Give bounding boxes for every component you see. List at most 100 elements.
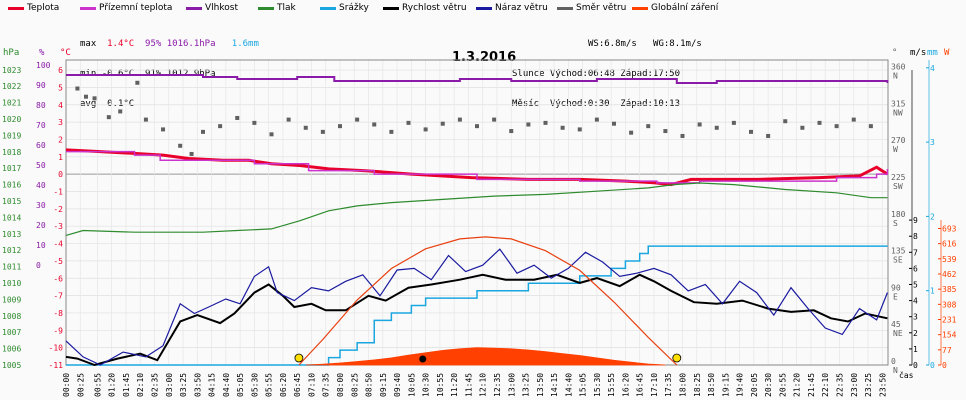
humidity-tick-label: 100 <box>36 61 51 70</box>
legend-item-naraz-vetru[interactable]: Náraz větru <box>476 3 548 13</box>
pressure-tick-label: 1014 <box>2 213 21 222</box>
wind-direction-point <box>543 120 548 125</box>
series-teplota-line <box>65 148 889 187</box>
legend-item-rychlost-vetru[interactable]: Rychlost větru <box>383 3 467 13</box>
legend-item-globalni-zareni[interactable]: Globální záření <box>632 3 718 13</box>
x-tick-label: 15:05 <box>579 373 588 397</box>
rain-axis-unit: mm <box>927 48 938 58</box>
radiation-tick-label: 0 <box>942 361 947 370</box>
x-tick-label: 17:10 <box>650 373 659 397</box>
pressure-tick-label: 1007 <box>2 328 21 337</box>
wind-direction-point <box>834 124 839 129</box>
wind-tick-label: 9 <box>913 216 918 225</box>
temperature-tick-label: -2 <box>53 205 63 214</box>
humidity-tick-label: 40 <box>36 181 46 190</box>
wind-direction-point <box>372 122 377 127</box>
max-press: 1016.1hPa <box>166 39 216 49</box>
legend-swatch <box>186 6 202 10</box>
temperature-tick-label: -1 <box>53 188 63 197</box>
x-tick-label: 02:10 <box>136 373 145 397</box>
temperature-tick-label: 4 <box>58 101 63 110</box>
wind-direction-point <box>663 129 668 134</box>
humidity-tick-label: 0 <box>36 261 41 270</box>
humidity-tick-label: 10 <box>36 241 46 250</box>
radiation-tick-label: 231 <box>942 315 957 324</box>
wind-direction-point <box>218 124 223 129</box>
wind-direction-point <box>303 125 308 130</box>
x-tick-label: 03:00 <box>165 373 174 397</box>
direction-tick-label: 135 <box>891 247 906 256</box>
radiation-tick-label: 154 <box>942 331 957 340</box>
max-hum: 95% <box>145 39 162 49</box>
legend-item-teplota[interactable]: Teplota <box>8 3 59 13</box>
wind-direction-point <box>161 127 166 132</box>
humidity-tick-label: 80 <box>36 101 46 110</box>
humidity-axis-unit: % <box>39 48 45 58</box>
x-tick-label: 06:45 <box>293 373 302 397</box>
pressure-tick-label: 1021 <box>2 99 21 108</box>
pressure-tick-label: 1020 <box>2 115 21 124</box>
legend-item-tlak[interactable]: Tlak <box>258 3 296 13</box>
rain-tick-label: 4 <box>930 64 935 73</box>
wind-direction-point <box>252 120 257 125</box>
wind-direction-point <box>629 130 634 135</box>
wind-direction-point <box>106 115 111 120</box>
wind-direction-point <box>612 121 616 126</box>
legend-item-vlhkost[interactable]: Vlhkost <box>186 3 238 13</box>
temperature-tick-label: -5 <box>53 257 63 266</box>
moonset-value: Západ:10:13 <box>620 99 680 109</box>
plot-frame <box>65 59 889 366</box>
wind-tick-label: 3 <box>913 313 918 322</box>
wind-tick-label: 0 <box>913 361 918 370</box>
x-tick-label: 23:25 <box>864 373 873 397</box>
pressure-tick-label: 1015 <box>2 197 21 206</box>
wind-direction-point <box>731 120 736 125</box>
legend-item-srazky[interactable]: Srážky <box>320 3 369 13</box>
pressure-tick-label: 1010 <box>2 279 21 288</box>
legend-swatch <box>8 6 24 10</box>
x-tick-label: 14:40 <box>564 373 573 397</box>
avg-temp: 0.1°C <box>107 99 135 109</box>
direction-compass-label: N <box>893 72 898 81</box>
wind-direction-point <box>235 115 240 120</box>
direction-compass-label: E <box>893 292 898 301</box>
wind-axis-unit: m/s <box>910 48 927 58</box>
legend-label: Vlhkost <box>205 3 238 13</box>
wind-direction-point <box>509 129 514 134</box>
x-tick-label: 20:30 <box>764 373 773 397</box>
x-tick-label: 03:25 <box>179 373 188 397</box>
direction-tick-label: 0 <box>891 357 896 366</box>
x-tick-label: 05:55 <box>265 373 274 397</box>
x-tick-label: 22:10 <box>821 373 830 397</box>
avg-label: avg <box>80 99 97 109</box>
legend-label: Globální záření <box>651 3 719 13</box>
x-tick-label: 04:15 <box>208 373 217 397</box>
x-tick-label: 00:55 <box>93 373 102 397</box>
wind-direction-point <box>269 132 274 137</box>
legend-swatch <box>80 6 96 10</box>
direction-compass-label: SE <box>893 256 903 265</box>
rain-tick-label: 3 <box>930 138 935 147</box>
direction-compass-label: NE <box>893 329 903 338</box>
pressure-tick-label: 1016 <box>2 181 21 190</box>
x-tick-label: 19:15 <box>721 373 730 397</box>
wind-tick-label: 8 <box>913 232 918 241</box>
global-radiation-area <box>305 347 666 366</box>
legend-item-prizemni-teplota[interactable]: Přízemní teplota <box>80 3 172 13</box>
series-náraz-větru-line <box>65 248 888 366</box>
x-tick-label: 07:35 <box>322 373 331 397</box>
wind-direction-point <box>135 80 140 85</box>
temperature-axis-unit: °C <box>60 48 71 58</box>
rain-tick-label: 1 <box>930 287 935 296</box>
radiation-tick-label: 462 <box>942 270 957 279</box>
pressure-tick-label: 1009 <box>2 295 21 304</box>
humidity-tick-label: 20 <box>36 221 46 230</box>
legend-swatch <box>258 6 274 10</box>
legend-item-smer-vetru[interactable]: Směr větru <box>557 3 626 13</box>
wind-direction-point <box>457 117 462 122</box>
humidity-tick-label: 70 <box>36 121 46 130</box>
x-tick-label: 10:05 <box>407 373 416 397</box>
x-tick-label: 16:45 <box>636 373 645 397</box>
direction-tick-label: 315 <box>891 99 906 108</box>
legend-label: Rychlost větru <box>402 3 467 13</box>
